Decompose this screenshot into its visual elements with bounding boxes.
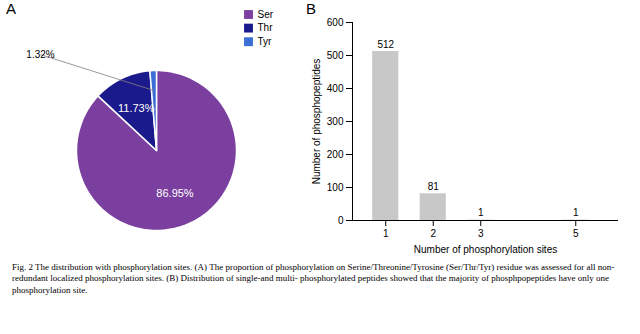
svg-text:3: 3	[478, 228, 484, 239]
svg-text:200: 200	[327, 149, 344, 160]
svg-text:1: 1	[573, 207, 579, 218]
svg-text:2: 2	[430, 228, 436, 239]
svg-text:Thr: Thr	[258, 22, 274, 33]
svg-text:300: 300	[327, 116, 344, 127]
svg-text:1.32%: 1.32%	[26, 49, 54, 60]
svg-text:500: 500	[327, 50, 344, 61]
svg-text:Number of phosphorylation site: Number of phosphorylation sites	[414, 244, 557, 255]
svg-text:5: 5	[573, 228, 579, 239]
svg-text:512: 512	[377, 39, 394, 50]
svg-text:Tyr: Tyr	[258, 36, 273, 47]
svg-text:86.95%: 86.95%	[156, 187, 194, 199]
html-text:A: A	[6, 0, 16, 17]
svg-text:600: 600	[327, 17, 344, 28]
svg-text:Number of phosphopeptides: Number of phosphopeptides	[311, 59, 322, 185]
html-text:B: B	[306, 0, 316, 17]
svg-text:81: 81	[428, 181, 440, 192]
svg-text:11.73%: 11.73%	[118, 102, 155, 114]
svg-text:400: 400	[327, 83, 344, 94]
svg-text:1: 1	[478, 207, 484, 218]
svg-text:100: 100	[327, 182, 344, 193]
svg-text:1: 1	[383, 228, 389, 239]
svg-text:0: 0	[338, 215, 344, 226]
svg-text:Ser: Ser	[258, 9, 274, 20]
html-text:Fig. 2 The distribution with p: Fig. 2 The distribution with phosphoryla…	[12, 262, 615, 295]
